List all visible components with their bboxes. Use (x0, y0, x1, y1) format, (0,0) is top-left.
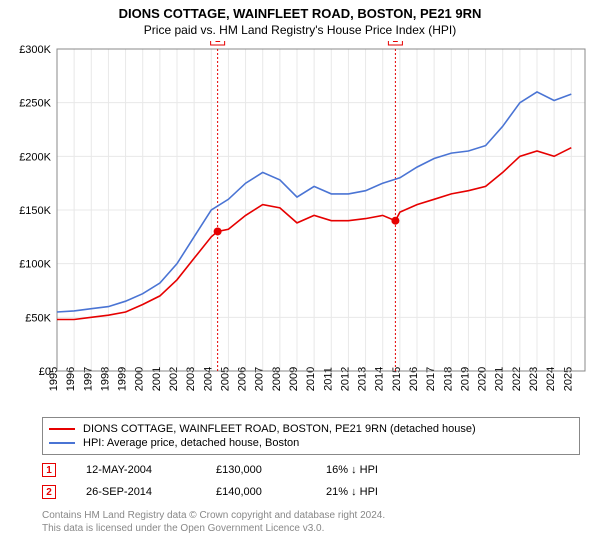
sale-marker-box: 2 (42, 485, 56, 499)
svg-text:2003: 2003 (185, 367, 197, 391)
svg-text:2022: 2022 (511, 367, 523, 391)
footnote-line-1: Contains HM Land Registry data © Crown c… (42, 509, 580, 522)
chart-title: DIONS COTTAGE, WAINFLEET ROAD, BOSTON, P… (0, 0, 600, 21)
svg-text:2009: 2009 (288, 367, 300, 391)
svg-text:2000: 2000 (134, 367, 146, 391)
svg-text:2013: 2013 (357, 367, 369, 391)
svg-text:1996: 1996 (65, 367, 77, 391)
legend: DIONS COTTAGE, WAINFLEET ROAD, BOSTON, P… (42, 417, 580, 455)
legend-item: DIONS COTTAGE, WAINFLEET ROAD, BOSTON, P… (49, 422, 573, 436)
sales-row: 2 26-SEP-2014 £140,000 21% ↓ HPI (42, 481, 580, 503)
legend-label: HPI: Average price, detached house, Bost… (83, 437, 299, 449)
svg-text:1: 1 (215, 41, 221, 45)
svg-text:2: 2 (393, 41, 399, 45)
legend-swatch (49, 442, 75, 444)
svg-text:2019: 2019 (459, 367, 471, 391)
sale-diff: 16% ↓ HPI (326, 464, 426, 476)
legend-item: HPI: Average price, detached house, Bost… (49, 436, 573, 450)
legend-swatch (49, 428, 75, 430)
svg-text:£50K: £50K (25, 312, 51, 324)
svg-text:2006: 2006 (237, 367, 249, 391)
svg-text:2008: 2008 (271, 367, 283, 391)
svg-text:2023: 2023 (528, 367, 540, 391)
sale-diff: 21% ↓ HPI (326, 486, 426, 498)
svg-text:2017: 2017 (425, 367, 437, 391)
chart-area: £0£50K£100K£150K£200K£250K£300K199519961… (5, 41, 595, 411)
svg-text:2012: 2012 (339, 367, 351, 391)
sales-table: 1 12-MAY-2004 £130,000 16% ↓ HPI 2 26-SEP-201… (42, 459, 580, 503)
svg-text:1999: 1999 (117, 367, 129, 391)
svg-text:2001: 2001 (151, 367, 163, 391)
svg-text:2025: 2025 (562, 367, 574, 391)
svg-text:2007: 2007 (254, 367, 266, 391)
svg-text:2018: 2018 (442, 367, 454, 391)
svg-text:1998: 1998 (99, 367, 111, 391)
svg-text:2024: 2024 (545, 367, 557, 391)
svg-text:2010: 2010 (305, 367, 317, 391)
legend-label: DIONS COTTAGE, WAINFLEET ROAD, BOSTON, P… (83, 423, 476, 435)
sale-marker-box: 1 (42, 463, 56, 477)
svg-text:2020: 2020 (477, 367, 489, 391)
svg-text:2021: 2021 (494, 367, 506, 391)
svg-text:2016: 2016 (408, 367, 420, 391)
svg-text:2002: 2002 (168, 367, 180, 391)
sales-row: 1 12-MAY-2004 £130,000 16% ↓ HPI (42, 459, 580, 481)
svg-text:1997: 1997 (82, 367, 94, 391)
svg-text:2005: 2005 (219, 367, 231, 391)
svg-text:2015: 2015 (391, 367, 403, 391)
svg-text:£200K: £200K (19, 151, 51, 163)
chart-svg: £0£50K£100K£150K£200K£250K£300K199519961… (5, 41, 595, 411)
chart-subtitle: Price paid vs. HM Land Registry's House … (0, 21, 600, 41)
sale-date: 12-MAY-2004 (86, 464, 186, 476)
svg-text:£300K: £300K (19, 44, 51, 56)
svg-text:£150K: £150K (19, 205, 51, 217)
svg-text:£100K: £100K (19, 259, 51, 271)
svg-text:1995: 1995 (48, 367, 60, 391)
sale-date: 26-SEP-2014 (86, 486, 186, 498)
svg-text:2004: 2004 (202, 367, 214, 391)
sale-price: £140,000 (216, 486, 296, 498)
footnote: Contains HM Land Registry data © Crown c… (42, 509, 580, 535)
svg-text:£250K: £250K (19, 98, 51, 110)
sale-price: £130,000 (216, 464, 296, 476)
footnote-line-2: This data is licensed under the Open Gov… (42, 522, 580, 535)
svg-text:2014: 2014 (374, 367, 386, 391)
